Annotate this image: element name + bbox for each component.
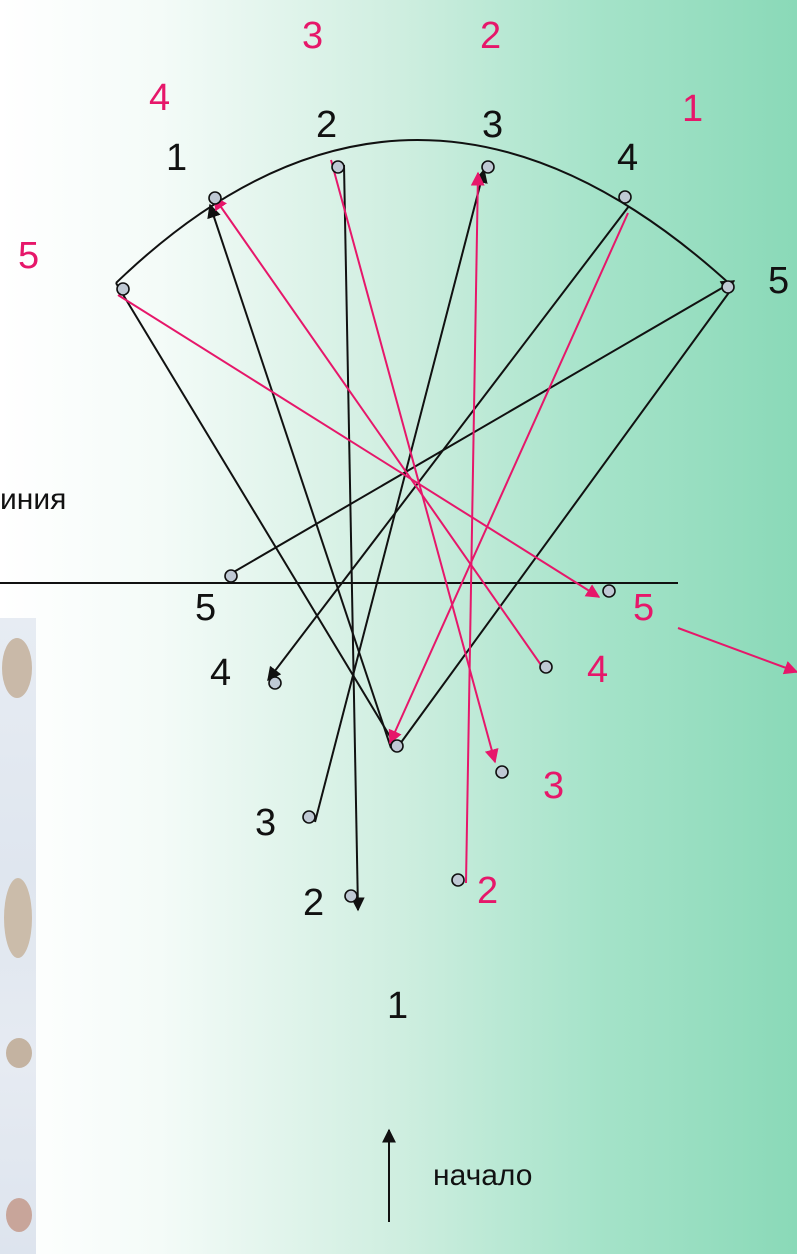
- point: [302, 810, 316, 824]
- arc-label-pink: 5: [18, 235, 39, 277]
- black-arrow: [314, 168, 488, 823]
- left-label: 5: [195, 587, 216, 629]
- right-label: 3: [543, 765, 564, 807]
- pink-arrow: [330, 159, 499, 764]
- point: [268, 676, 282, 690]
- point: [495, 765, 509, 779]
- pink-arrow: [677, 627, 797, 675]
- point: [618, 190, 632, 204]
- point: [116, 282, 130, 296]
- photo-blob: [6, 1038, 32, 1068]
- point: [602, 584, 616, 598]
- right-label: 5: [633, 587, 654, 629]
- arc-label-pink: 3: [302, 15, 323, 57]
- point: [721, 280, 735, 294]
- arc-label-pink: 1: [682, 88, 703, 130]
- arc-label-pink: 2: [480, 15, 501, 57]
- line-caption: иния: [0, 483, 66, 516]
- black-arrow: [207, 203, 392, 749]
- pink-arrow: [117, 294, 601, 598]
- point: [331, 160, 345, 174]
- left-side-line: [115, 282, 398, 749]
- arc-label-pink: 4: [149, 77, 170, 119]
- point: [224, 569, 238, 583]
- photo-strip: [0, 618, 36, 1254]
- arc-label-black: 1: [166, 137, 187, 179]
- left-label: 2: [303, 882, 324, 924]
- right-label: 4: [587, 649, 608, 691]
- pink-arrow: [465, 171, 485, 884]
- black-arrow: [267, 205, 630, 682]
- points: [116, 160, 735, 903]
- photo-blob: [2, 638, 32, 698]
- left-label: 3: [255, 802, 276, 844]
- pink-arrow: [213, 195, 542, 666]
- arc-label-black: 5: [768, 260, 789, 302]
- pink-route: [117, 159, 797, 884]
- point: [208, 191, 222, 205]
- black-arrow: [231, 280, 736, 574]
- photo-blob: [4, 878, 32, 958]
- point: [481, 160, 495, 174]
- right-label: 2: [477, 870, 498, 912]
- arc-label-black: 4: [617, 137, 638, 179]
- right-side-line: [396, 286, 734, 749]
- point: [390, 739, 404, 753]
- pink-arrow: [388, 212, 629, 745]
- fan-outline: [0, 139, 734, 749]
- point: [539, 660, 553, 674]
- point: [344, 889, 358, 903]
- point: [451, 873, 465, 887]
- left-label: 4: [210, 652, 231, 694]
- arc-line: [115, 139, 734, 288]
- black-arrow: [343, 164, 365, 912]
- arc-label-black: 2: [316, 104, 337, 146]
- apex-label: 1: [387, 985, 408, 1027]
- photo-blob: [6, 1198, 32, 1232]
- arc-label-black: 3: [482, 104, 503, 146]
- start-caption: начало: [433, 1159, 532, 1192]
- black-route: [207, 164, 736, 912]
